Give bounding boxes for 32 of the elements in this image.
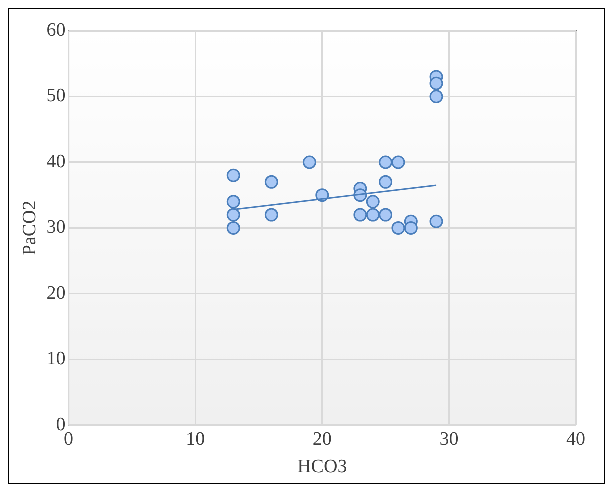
- point: [366, 195, 380, 209]
- y-tick-label: 10: [46, 348, 66, 370]
- point: [226, 221, 240, 235]
- point: [430, 214, 444, 228]
- point: [302, 156, 316, 170]
- point: [379, 156, 393, 170]
- y-tick-label: 30: [46, 217, 66, 238]
- point: [366, 208, 380, 222]
- x-tick-label: 40: [566, 428, 586, 450]
- point: [354, 208, 368, 222]
- point: [392, 221, 406, 235]
- point: [379, 175, 393, 189]
- point: [264, 175, 278, 189]
- x-tick-label: 30: [440, 428, 459, 450]
- x-tick-label: 20: [312, 428, 332, 450]
- point: [226, 195, 240, 209]
- y-tick-label: 60: [46, 20, 66, 41]
- point: [226, 168, 240, 182]
- point: [404, 221, 418, 235]
- y-tick-label: 50: [46, 86, 66, 107]
- point: [226, 208, 240, 222]
- y-tick-label: 40: [46, 151, 66, 172]
- point: [264, 208, 278, 222]
- point: [430, 90, 444, 104]
- point: [392, 156, 406, 170]
- y-axis-title: PaCO2: [19, 200, 40, 256]
- point: [430, 76, 444, 90]
- point: [379, 208, 393, 222]
- y-tick-label: 20: [46, 282, 66, 304]
- x-tick-label: 10: [186, 428, 206, 450]
- x-axis-title: HCO3: [298, 456, 348, 478]
- y-tick-label: 0: [56, 414, 66, 436]
